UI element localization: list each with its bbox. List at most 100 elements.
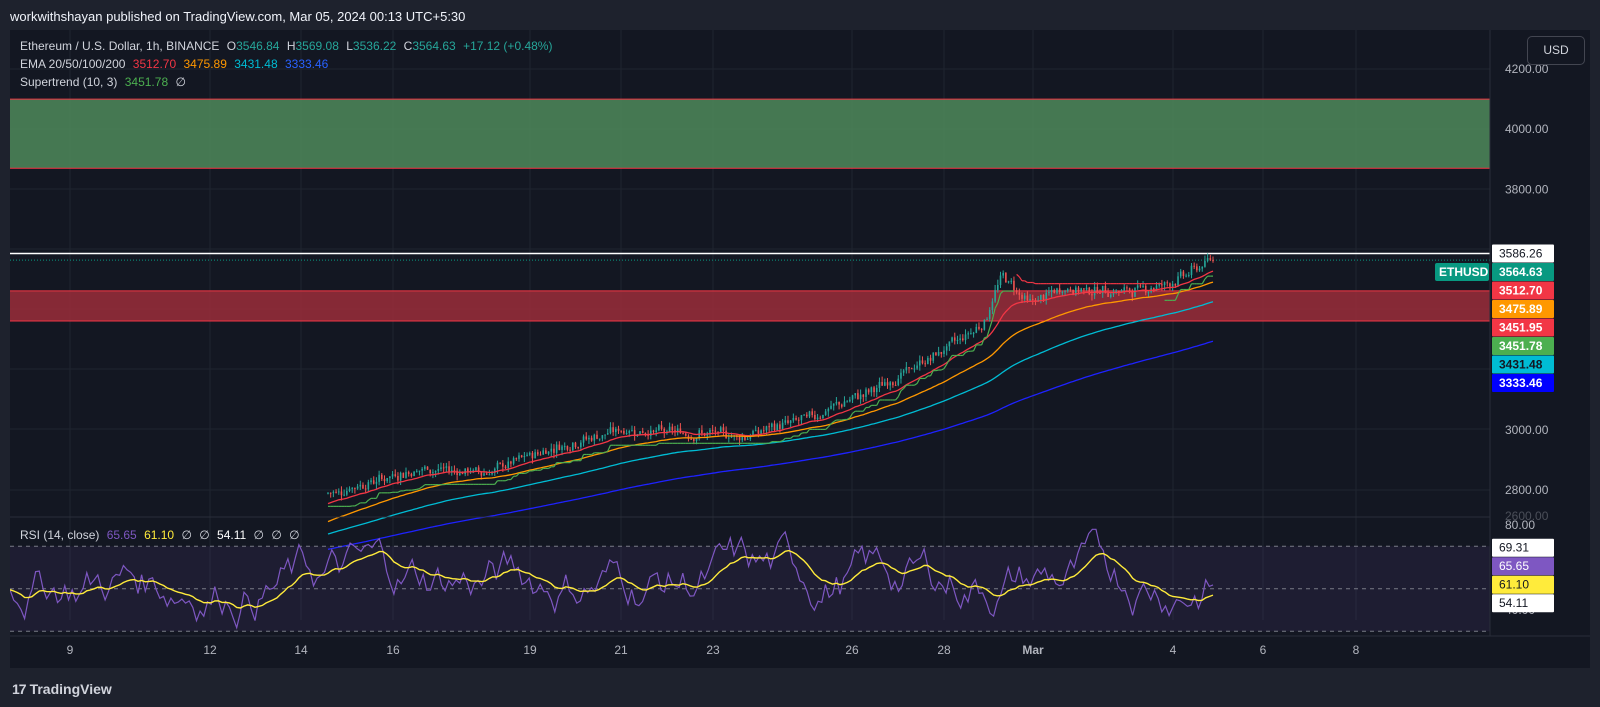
candle-body <box>1107 293 1109 297</box>
supertrend-legend[interactable]: Supertrend (10, 3) 3451.78 ∅ <box>20 75 190 89</box>
candle-body <box>746 438 749 440</box>
candle-body <box>1088 287 1091 295</box>
candle-body <box>609 427 612 434</box>
candle-body <box>894 385 897 387</box>
candle-body <box>437 468 440 471</box>
candle-body <box>905 367 908 371</box>
supertrend-segment <box>510 475 515 480</box>
ema50-line <box>327 281 1214 523</box>
candle-body <box>671 426 674 431</box>
candle-body <box>545 450 547 454</box>
candle-body <box>803 414 805 416</box>
candle-body <box>1018 292 1021 295</box>
candle-body <box>644 432 647 434</box>
candle-body <box>1056 288 1058 293</box>
candle-body <box>771 423 773 428</box>
candle-body <box>582 436 585 443</box>
high-value: 3569.08 <box>295 39 339 53</box>
candle-body <box>991 301 994 310</box>
candle-body <box>370 480 372 483</box>
candle-body <box>996 285 999 291</box>
candle-body <box>496 462 499 469</box>
supertrend-segment <box>540 467 544 471</box>
supertrend-segment <box>798 432 802 437</box>
supertrend-segment <box>846 417 851 420</box>
candle-body <box>523 456 526 458</box>
price-tick-label: 3800.00 <box>1505 182 1549 196</box>
price-marker-label: 3586.26 <box>1499 247 1543 261</box>
symbol-title[interactable]: Ethereum / U.S. Dollar, 1h, BINANCE <box>20 39 220 53</box>
candle-body <box>378 474 380 482</box>
symbol-tag[interactable] <box>1435 263 1489 282</box>
candle-body <box>450 470 453 472</box>
currency-button[interactable]: USD <box>1527 36 1585 65</box>
supertrend-segment <box>895 396 899 401</box>
candle-body <box>1201 266 1204 269</box>
price-marker-label: 3333.46 <box>1499 376 1543 390</box>
candle-body <box>725 430 727 439</box>
ema20-line <box>327 270 1214 505</box>
candle-body <box>1153 287 1155 290</box>
chart-canvas[interactable]: 4200.00 4000.00 3800.00 3000.00 2800.00 2600.… <box>9 30 1590 668</box>
supertrend-segment <box>1000 290 1004 295</box>
candle-body <box>935 352 937 356</box>
tradingview-brand[interactable]: 17 TradingView <box>12 681 112 697</box>
candle-body <box>1091 294 1093 296</box>
candle-body <box>797 419 800 421</box>
supertrend-segment <box>981 337 985 346</box>
candle-body <box>819 417 822 419</box>
rsi-legend[interactable]: RSI (14, close) 65.65 61.10 ∅ ∅ 54.11 ∅ … <box>20 528 304 542</box>
candle-body <box>625 432 628 434</box>
candle-body <box>711 429 714 431</box>
rsi-line <box>9 528 1214 630</box>
candle-body <box>386 478 388 482</box>
candle-body <box>367 482 370 490</box>
candle-body <box>1136 285 1139 288</box>
candle-body <box>1080 288 1082 292</box>
candle-body <box>1040 294 1042 300</box>
time-axis-label: 9 <box>67 643 74 657</box>
candle-body <box>558 444 561 450</box>
rsi-ma-line <box>9 549 1214 609</box>
candle-body <box>892 382 894 386</box>
candle-body <box>1061 292 1064 294</box>
candle-body <box>717 431 719 433</box>
candle-body <box>964 334 967 341</box>
supertrend-segment <box>916 378 921 384</box>
supertrend-segment <box>655 442 660 446</box>
ema-legend[interactable]: EMA 20/50/100/200 3512.70 3475.89 3431.4… <box>20 57 332 71</box>
candle-body <box>927 357 929 364</box>
candle-body <box>569 449 571 451</box>
candle-body <box>359 484 362 487</box>
candle-body <box>547 451 550 454</box>
chart-frame[interactable]: 4200.00 4000.00 3800.00 3000.00 2800.00 2600.… <box>9 30 1590 668</box>
candle-body <box>1155 285 1158 290</box>
candle-body <box>577 447 579 449</box>
candle-body <box>789 420 792 423</box>
supertrend-segment <box>790 435 794 439</box>
supertrend-segment <box>868 404 872 408</box>
supertrend-segment <box>604 450 609 454</box>
price-tick-label: 3000.00 <box>1505 423 1549 437</box>
candle-body <box>975 326 978 333</box>
candle-body <box>857 393 859 400</box>
change-value: +17.12 (+0.48%) <box>463 39 553 53</box>
candle-body <box>1031 298 1034 300</box>
supertrend-segment <box>900 388 905 392</box>
supertrend-segment <box>903 384 907 389</box>
lower-zone[interactable] <box>10 290 1490 321</box>
supertrend-segment <box>532 469 536 472</box>
supertrend-segment <box>962 352 966 356</box>
candle-body <box>1179 271 1182 277</box>
price-marker-ema100 <box>1492 355 1554 374</box>
candle-body <box>606 433 609 435</box>
upper-zone[interactable] <box>10 99 1490 169</box>
candle-body <box>397 475 399 481</box>
candle-body <box>362 484 364 489</box>
candle-body <box>337 491 340 493</box>
supertrend-segment <box>973 344 977 352</box>
supertrend-segment <box>965 350 969 354</box>
candle-body <box>765 426 768 431</box>
supertrend-segment <box>862 407 867 412</box>
time-axis-label: 16 <box>386 643 400 657</box>
